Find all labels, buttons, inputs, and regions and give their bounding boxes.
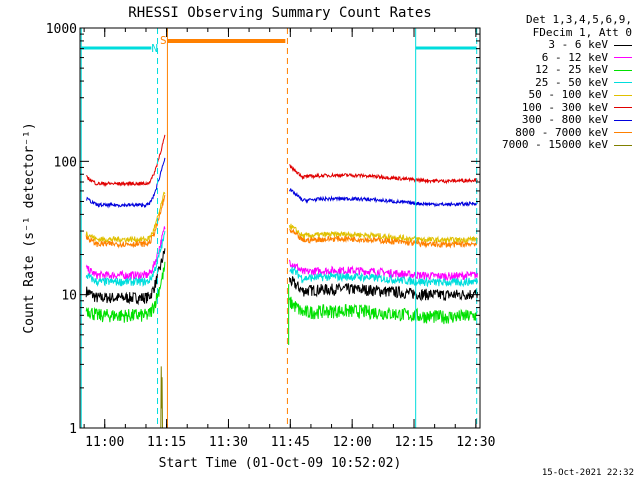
- x-tick-label: 11:45: [271, 435, 310, 450]
- x-tick-label: 11:30: [209, 435, 248, 450]
- legend-label: 800 - 7000 keV: [515, 125, 608, 139]
- legend-swatch: [614, 107, 632, 109]
- legend-item: 100 - 300 keV: [502, 100, 632, 115]
- series-pre-300-800keV: [86, 157, 166, 209]
- x-axis-label: Start Time (01-Oct-09 10:52:02): [159, 456, 402, 471]
- series-pre-6-12keV: [85, 226, 166, 281]
- legend-swatch: [614, 82, 632, 84]
- legend-label: 3 - 6 keV: [548, 38, 608, 51]
- legend-label: 300 - 800 keV: [521, 113, 608, 126]
- legend-item: 300 - 800 keV: [502, 113, 632, 127]
- legend-label: 50 - 100 keV: [528, 88, 608, 101]
- y-tick-label: 100: [54, 155, 77, 170]
- series-post-100-300keV: [289, 164, 478, 185]
- x-tick-label: 11:15: [147, 435, 186, 450]
- legend-swatch: [614, 44, 632, 46]
- series-post-50-100keV: [289, 223, 478, 244]
- plot-frame: [79, 27, 481, 429]
- series-pre-12-25keV: [85, 261, 166, 323]
- legend-label: 6 - 12 keV: [541, 50, 608, 64]
- y-axis-label: Count Rate (s⁻¹ detector⁻¹): [22, 122, 37, 333]
- legend-label: 12 - 25 keV: [535, 63, 608, 76]
- y-tick-label: 1: [69, 422, 77, 437]
- legend-swatch: [614, 119, 632, 121]
- series-pre-50-100keV: [85, 191, 166, 243]
- legend-item: 6 - 12 keV: [502, 50, 632, 65]
- series-7000-15000keV: [160, 366, 163, 429]
- series-post-12-25keV: [289, 296, 478, 325]
- x-tick-label: 12:15: [394, 435, 433, 450]
- legend-header-1: Det 1,3,4,5,6,9,: [526, 13, 632, 26]
- legend-item: 7000 - 15000 keV: [502, 138, 632, 152]
- series-post-300-800keV: [289, 188, 478, 208]
- legend-label: 100 - 300 keV: [521, 100, 608, 114]
- saa-label: S: [160, 34, 167, 47]
- legend-swatch: [614, 69, 632, 71]
- legend-swatch: [614, 57, 632, 59]
- chart-title: RHESSI Observing Summary Count Rates: [128, 5, 431, 21]
- night-label: N: [151, 42, 158, 55]
- legend-swatch: [614, 144, 632, 146]
- legend-item: 50 - 100 keV: [502, 88, 632, 102]
- legend: Det 1,3,4,5,6,9, FDecim 1, Att 0 3 - 6 k…: [502, 13, 632, 152]
- x-tick-label: 11:00: [85, 435, 124, 450]
- legend-item: 800 - 7000 keV: [502, 125, 632, 140]
- legend-label: 25 - 50 keV: [535, 75, 608, 89]
- legend-item: 3 - 6 keV: [502, 38, 632, 52]
- legend-header-2: FDecim 1, Att 0: [532, 25, 632, 39]
- y-tick-label: 10: [61, 289, 77, 304]
- x-tick-label: 12:30: [456, 435, 495, 450]
- series-pre-100-300keV: [85, 134, 166, 188]
- series-post-25-50keV: [289, 266, 478, 288]
- series-post-3-6keV: [289, 275, 478, 302]
- legend-item: 12 - 25 keV: [502, 63, 632, 77]
- legend-swatch: [614, 94, 632, 96]
- legend-swatch: [614, 132, 632, 134]
- timestamp: 15-Oct-2021 22:32: [541, 468, 634, 478]
- series-pre-3-6keV: [85, 248, 166, 306]
- legend-label: 7000 - 15000 keV: [502, 138, 608, 151]
- series-post-800-7000keV: [289, 227, 478, 249]
- plot-area: [80, 28, 480, 428]
- legend-item: 25 - 50 keV: [502, 75, 632, 90]
- series-pre-800-7000keV: [85, 194, 166, 249]
- series-pre-25-50keV: [85, 230, 166, 288]
- y-tick-label: 1000: [46, 22, 77, 37]
- x-tick-label: 12:00: [333, 435, 372, 450]
